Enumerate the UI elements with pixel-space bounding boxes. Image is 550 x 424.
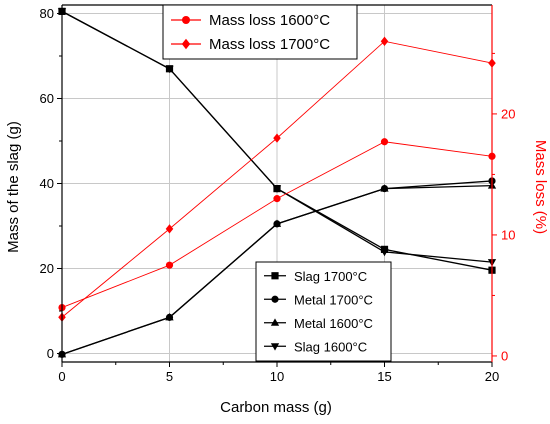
data-point (380, 36, 389, 46)
legend-label: Metal 1600°C (294, 316, 373, 331)
data-point (380, 184, 389, 192)
legends: Mass loss 1600°C Mass loss 1700°C Slag 170… (162, 4, 392, 362)
x-tick-label: 0 (58, 369, 65, 384)
legend-marker (271, 272, 279, 280)
x-tick-label: 5 (166, 369, 173, 384)
legend-label: Slag 1600°C (294, 339, 367, 354)
legend-label: Metal 1700°C (294, 292, 373, 307)
data-point (273, 133, 281, 143)
data-point (380, 248, 389, 257)
data-point (272, 185, 282, 193)
legend-label: Mass loss 1600°C (209, 12, 330, 29)
y2-tick-label: 20 (501, 106, 515, 121)
legend-marker (181, 38, 191, 50)
data-point (273, 195, 281, 203)
y-tick-label: 60 (40, 91, 54, 106)
data-point (165, 65, 174, 74)
y2-tick-label: 10 (501, 227, 515, 242)
x-tick-label: 20 (485, 369, 499, 384)
legend-label: Mass loss 1700°C (209, 36, 330, 53)
legend-marker (182, 16, 190, 24)
legend-marker (271, 295, 279, 303)
data-point (165, 224, 174, 234)
series-markers (57, 7, 497, 358)
legend-marker (270, 343, 280, 351)
y-tick-label: 20 (40, 261, 54, 276)
x-tick-label: 15 (377, 369, 391, 384)
y-tick-label: 80 (40, 6, 54, 21)
legend: Mass loss 1600°C Mass loss 1700°C (162, 4, 358, 60)
x-axis-title: Carbon mass (g) (220, 399, 332, 416)
x-tick-label: 10 (270, 369, 284, 384)
y-tick-label: 40 (40, 176, 54, 191)
y2-tick-label: 0 (501, 348, 508, 363)
data-point (380, 138, 389, 146)
legend-marker (270, 318, 280, 326)
y2-axis-title: Mass loss (%) (532, 140, 549, 234)
legend-label: Slag 1700°C (294, 269, 367, 284)
data-point (272, 219, 282, 227)
legend: Slag 1700°C Metal 1700°C Metal 1600°C Slag … (255, 261, 392, 362)
legend-box (162, 4, 358, 60)
y-axis-title: Mass of the slag (g) (5, 121, 22, 253)
y-tick-label: 0 (47, 346, 54, 361)
data-point (165, 313, 174, 321)
data-point (165, 261, 174, 269)
